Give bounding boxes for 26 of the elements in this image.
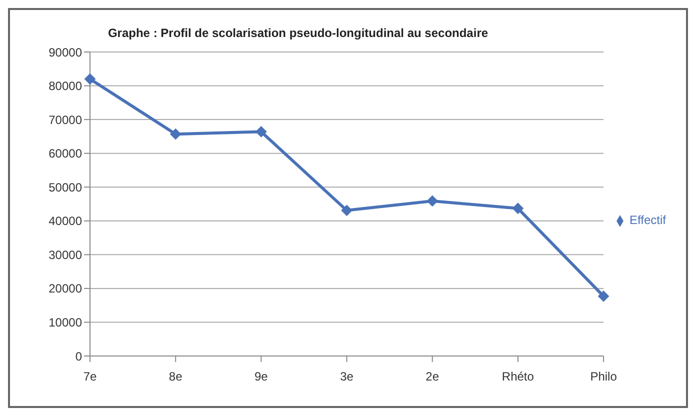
- x-tick-label: 2e: [426, 370, 440, 384]
- point: [426, 195, 438, 206]
- y-tick-label: 0: [75, 349, 82, 364]
- point: [256, 126, 267, 138]
- point: [598, 290, 610, 302]
- y-tick-label: 40000: [48, 214, 82, 228]
- y-tick-label: 50000: [48, 180, 82, 194]
- point: [512, 202, 524, 214]
- x-tick-label: 3e: [340, 370, 354, 384]
- point: [341, 204, 352, 216]
- chart-title: Graphe : Profil de scolarisation pseudo-longitudinal au secondaire: [106, 26, 490, 40]
- y-tick-label: 80000: [48, 79, 82, 94]
- x-tick-label: 7e: [83, 370, 97, 384]
- x-tick-label: Rhéto: [502, 370, 534, 384]
- y-tick-label: 90000: [48, 45, 82, 60]
- x-tick-label: 8e: [168, 370, 183, 384]
- y-tick-label: 30000: [48, 248, 82, 262]
- x-tick-label: Philo: [590, 370, 618, 384]
- x-tick-label: 9e: [254, 370, 268, 384]
- point: [170, 128, 182, 140]
- y-tick-label: 10000: [48, 315, 82, 330]
- y-tick-label: 70000: [48, 112, 82, 127]
- y-tick-label: 60000: [48, 146, 82, 161]
- y-tick-label: 20000: [48, 282, 82, 296]
- point: [84, 74, 96, 85]
- legend-label: Effectif: [630, 213, 666, 227]
